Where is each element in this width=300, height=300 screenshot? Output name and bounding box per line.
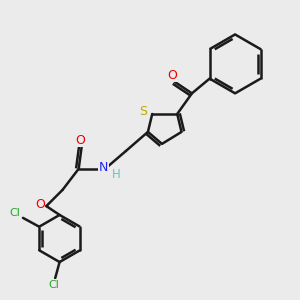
- Text: S: S: [140, 105, 147, 118]
- Text: O: O: [167, 69, 177, 82]
- Text: H: H: [112, 167, 121, 181]
- Text: Cl: Cl: [9, 208, 20, 218]
- Text: O: O: [35, 198, 45, 211]
- Text: O: O: [75, 134, 85, 147]
- Text: N: N: [99, 161, 108, 174]
- Text: Cl: Cl: [48, 280, 59, 290]
